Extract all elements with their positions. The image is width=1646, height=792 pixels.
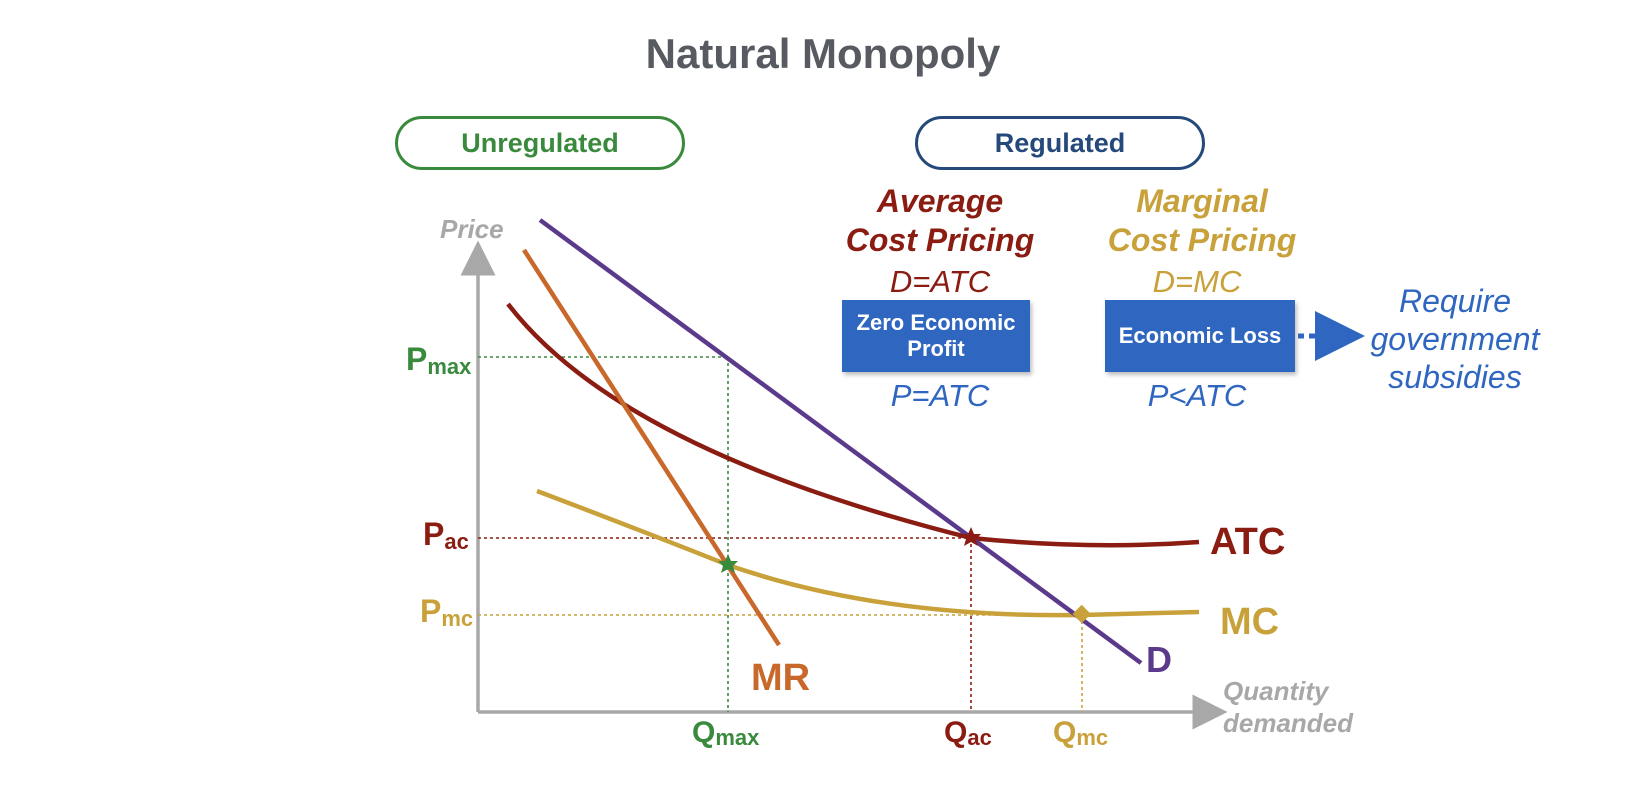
atc-label: ATC xyxy=(1210,521,1285,563)
unregulated-tag: Unregulated xyxy=(395,116,685,170)
pmc-label: Pmc xyxy=(420,593,473,631)
zero-economic-profit-box: Zero Economic Profit xyxy=(842,300,1030,372)
subsidy-line1: Require xyxy=(1398,283,1512,319)
average-cost-pricing-heading: Average Cost Pricing xyxy=(810,182,1070,260)
qmax-label: Qmax xyxy=(692,716,760,750)
average-cost-heading-line1: Average xyxy=(876,183,1004,219)
zero-profit-line1: Zero Economic xyxy=(856,310,1016,335)
average-cost-condition: D=ATC xyxy=(889,264,991,299)
average-cost-price-relation: P=ATC xyxy=(890,378,990,413)
demand-curve xyxy=(538,218,1143,665)
zero-profit-line2: Profit xyxy=(907,336,965,361)
pac-label: Pac xyxy=(423,516,469,554)
x-axis-label-line1: Quantity xyxy=(1223,676,1330,706)
d-label: D xyxy=(1146,639,1172,680)
marginal-cost-heading-line1: Marginal xyxy=(1136,183,1268,219)
qmax-intersection-star xyxy=(718,554,738,573)
atc-curve xyxy=(506,302,1200,548)
economic-loss-box: Economic Loss xyxy=(1105,300,1295,372)
marginal-cost-condition: D=MC xyxy=(1152,264,1242,299)
marginal-cost-heading-line2: Cost Pricing xyxy=(1107,222,1297,258)
page-title: Natural Monopoly xyxy=(645,30,1001,77)
qac-intersection-star xyxy=(961,527,981,546)
marginal-cost-pricing-heading: Marginal Cost Pricing xyxy=(1072,182,1332,260)
qac-label: Qac xyxy=(944,716,992,750)
subsidy-note: Require government subsidies xyxy=(1345,282,1565,396)
qmc-label: Qmc xyxy=(1053,716,1108,750)
subsidy-line3: subsidies xyxy=(1388,359,1522,395)
regulated-tag: Regulated xyxy=(915,116,1205,170)
mr-label: MR xyxy=(751,657,810,699)
mr-curve xyxy=(522,248,781,647)
average-cost-heading-line2: Cost Pricing xyxy=(845,222,1035,258)
mc-label: MC xyxy=(1220,601,1279,643)
mc-curve xyxy=(536,488,1200,618)
pmax-label: Pmax xyxy=(406,341,472,379)
subsidy-line2: government xyxy=(1370,321,1540,357)
x-axis-label-line2: demanded xyxy=(1223,708,1354,738)
marginal-cost-price-relation: P<ATC xyxy=(1147,378,1247,413)
qmc-intersection-marker xyxy=(1072,604,1091,624)
y-axis-label: Price xyxy=(440,214,504,244)
